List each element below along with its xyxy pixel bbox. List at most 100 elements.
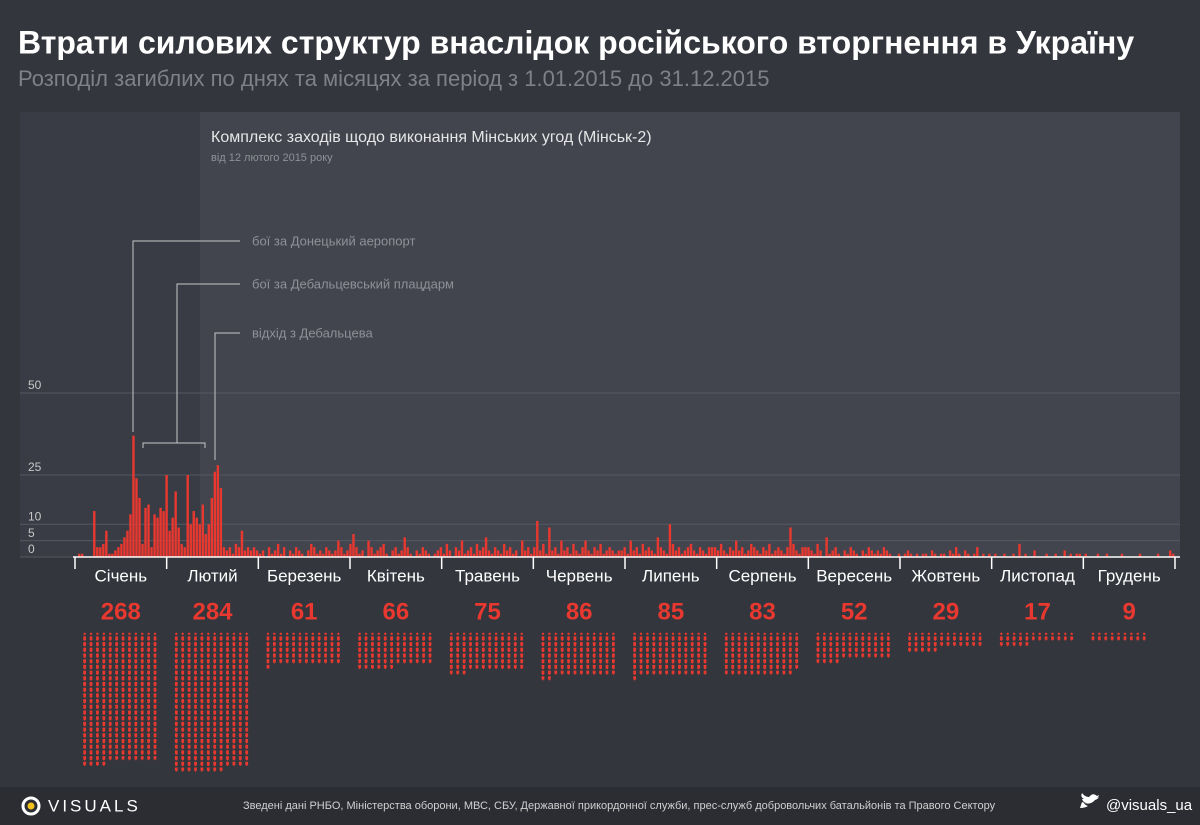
month-total: 17 [1024, 598, 1051, 625]
y-tick-label: 0 [28, 542, 35, 556]
bar [780, 550, 783, 557]
bar [683, 550, 687, 557]
bar [722, 550, 726, 557]
bar [695, 553, 699, 557]
bar [273, 550, 277, 557]
person-icon [658, 666, 662, 675]
person-icon [213, 763, 217, 772]
bar [771, 553, 774, 557]
person-icon [1142, 632, 1146, 641]
person-icon [959, 638, 963, 647]
bar [921, 553, 925, 557]
bar [656, 537, 660, 557]
annotation-line [132, 240, 240, 432]
bar [563, 550, 566, 557]
bar [527, 547, 530, 557]
y-tick-label: 50 [28, 378, 42, 392]
person-icon [933, 644, 937, 652]
person-icon [592, 666, 596, 675]
person-icon [501, 661, 504, 670]
bar [433, 553, 437, 557]
person-icon [611, 666, 615, 675]
bar [728, 547, 732, 557]
person-icon [547, 672, 551, 681]
month-label: Липень [642, 566, 700, 585]
person-icon [1129, 632, 1133, 641]
person-icon [874, 649, 877, 658]
bar [855, 553, 858, 557]
bar [373, 553, 376, 557]
pictogram: Січень 268 Лютий 284 Березень 61 Квітень 66 Трав… [83, 566, 1161, 772]
bar [165, 475, 168, 557]
bar [168, 530, 171, 557]
person-icon [89, 758, 93, 766]
person-icon [520, 661, 524, 670]
bar [707, 547, 711, 557]
bar [744, 553, 747, 557]
bar [810, 550, 813, 557]
bar [180, 543, 183, 557]
bar [177, 527, 180, 557]
person-icon [377, 661, 381, 670]
bar [819, 550, 822, 557]
bar [632, 550, 635, 557]
month-label: Травень [455, 566, 520, 585]
person-icon [102, 757, 106, 766]
month-label: Жовтень [911, 566, 980, 585]
person-icon [1051, 632, 1054, 641]
bar [1138, 553, 1142, 557]
bar [1054, 553, 1057, 557]
person-icon [134, 752, 138, 761]
bar [988, 553, 991, 557]
person-icon [200, 763, 204, 772]
icon-group [83, 632, 157, 766]
person-icon [633, 672, 637, 681]
month-total: 75 [474, 598, 501, 625]
bar [114, 550, 117, 557]
bar [394, 547, 397, 557]
bar [885, 550, 889, 557]
bar [671, 543, 675, 557]
bar [376, 550, 379, 557]
bar [502, 543, 506, 557]
annotation: бої за Донецький аеропорт [252, 233, 415, 248]
bar [334, 550, 337, 557]
person-icon [599, 666, 602, 675]
person-icon [737, 666, 741, 675]
annotation-bracket [142, 442, 206, 448]
bar [924, 553, 928, 557]
person-icon [978, 638, 982, 647]
bar [587, 550, 590, 557]
bar [1069, 553, 1072, 557]
bar [288, 550, 292, 557]
bar [475, 543, 479, 557]
person-icon [187, 763, 191, 772]
person-icon [403, 655, 406, 664]
person-icon [829, 655, 833, 664]
bar [210, 497, 214, 557]
bar [906, 550, 910, 557]
bar [1003, 553, 1006, 557]
bar [252, 547, 256, 557]
person-icon [999, 638, 1003, 647]
bar [313, 547, 316, 557]
bar [731, 550, 735, 557]
logo [21, 796, 41, 816]
icon-group [541, 632, 615, 681]
month-total: 61 [291, 598, 318, 625]
person-icon [769, 666, 773, 675]
person-icon [1044, 632, 1048, 641]
bar [499, 553, 503, 557]
bar [644, 550, 647, 557]
person-icon [153, 752, 157, 761]
month-label: Січень [95, 566, 148, 585]
person-icon [1097, 632, 1101, 641]
bar [539, 550, 542, 557]
bar [713, 547, 717, 557]
bar [521, 540, 524, 557]
bar [1075, 553, 1078, 557]
person-icon [304, 655, 308, 664]
bar [213, 471, 217, 557]
bar [789, 527, 792, 557]
person-icon [586, 666, 590, 675]
